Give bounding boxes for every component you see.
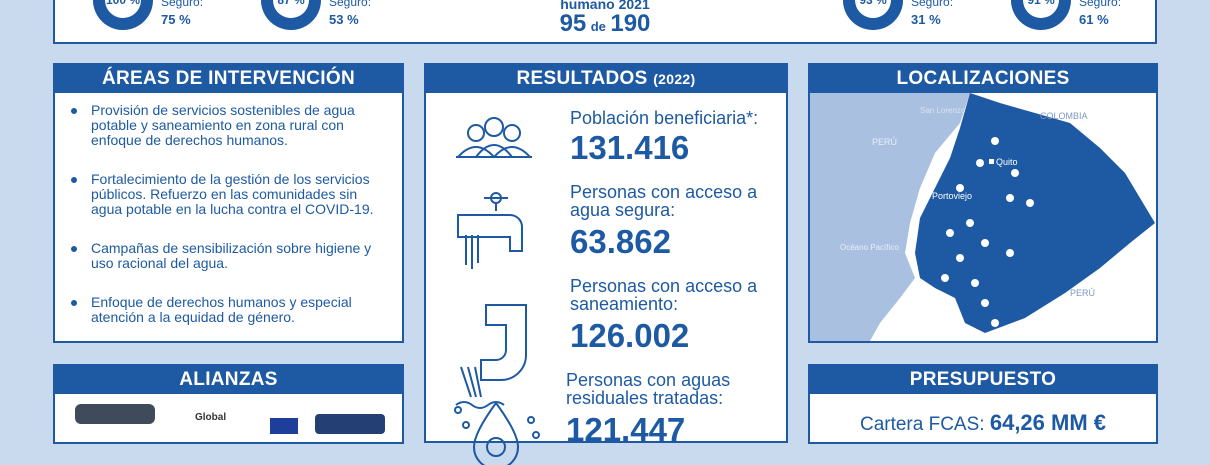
result-label: Personas con acceso a agua segura:	[570, 182, 758, 220]
ecuador	[915, 93, 1155, 333]
result-icons	[454, 117, 540, 465]
of: de	[590, 19, 606, 34]
top-panel: 100 % Seguro: 75 % 87 % Seguro: 53 % 93 % Segur…	[53, 0, 1157, 44]
logo-4	[315, 414, 385, 434]
map: San Lorenzo COLOMBIA PERÚ Quito Portoviejo Oc…	[810, 93, 1156, 341]
drop-icon	[454, 401, 540, 465]
result-label: Personas con aguas residuales tratadas:	[566, 370, 731, 408]
result-label: Personas con acceso a saneamiento:	[570, 276, 758, 314]
result-value: 131.416	[570, 129, 690, 166]
area-item: Campañas de sensibilización sobre higien…	[71, 241, 391, 271]
budget-panel: PRESUPUESTO Cartera FCAS: 64,26 MM €	[808, 364, 1158, 444]
logo-eu	[270, 418, 298, 434]
portoviejo-marker	[924, 193, 929, 198]
alliances-title: ALIANZAS	[55, 366, 402, 394]
donut-label: 100 %	[106, 0, 140, 7]
secure-value: 31 %	[911, 12, 941, 27]
secure-label: Seguro:	[1079, 0, 1121, 9]
people-icon	[456, 117, 532, 158]
results-year: (2022)	[653, 71, 696, 87]
areas-title: ÁREAS DE INTERVENCIÓN	[55, 65, 402, 93]
areas-panel: ÁREAS DE INTERVENCIÓN Provisión de servi…	[53, 63, 404, 343]
alliances-panel: ALIANZAS Global	[53, 364, 404, 444]
result-value: 121.447	[566, 411, 686, 448]
quito-marker	[989, 159, 994, 164]
budget-line: Cartera FCAS: 64,26 MM €	[810, 410, 1156, 436]
budget-title: PRESUPUESTO	[810, 366, 1156, 394]
map-label: San Lorenzo	[920, 106, 966, 115]
donut-arc	[1011, 0, 1071, 30]
map-label: Océano Pacífico	[840, 243, 899, 252]
donut-arc	[843, 0, 903, 30]
donut-arc	[93, 0, 153, 30]
donut-label: 93 %	[859, 0, 887, 7]
secure-label: Seguro:	[329, 0, 371, 9]
budget-label: Cartera FCAS:	[859, 414, 985, 435]
secure-value: 53 %	[329, 12, 359, 27]
results-title-text: RESULTADOS	[516, 68, 648, 89]
locations-panel: LOCALIZACIONES San Lorenzo COLOMBIA PERÚ Qu…	[808, 63, 1158, 343]
map-label: COLOMBIA	[1040, 111, 1088, 121]
donut-area: 100 % Seguro: 75 % 87 % Seguro: 53 % 93 % Segur…	[93, 0, 1121, 30]
result-label: Población beneficiaria*:	[570, 108, 759, 128]
results-title: RESULTADOS (2022)	[426, 65, 786, 93]
center-rank: 95 de 190	[515, 10, 695, 38]
result-value: 63.862	[570, 223, 671, 260]
donut-label: 87 %	[277, 0, 305, 7]
tap-icon	[457, 192, 523, 269]
results-panel: RESULTADOS (2022) Población beneficiaria…	[424, 63, 788, 465]
area-item: Provisión de servicios sostenibles de ag…	[71, 103, 391, 148]
map-label: PERÚ	[872, 137, 897, 147]
map-label: PERÚ	[1070, 288, 1095, 298]
map-label: Portoviejo	[932, 191, 972, 201]
logo-global: Global	[195, 412, 227, 423]
donut-label: 91 %	[1027, 0, 1055, 7]
total: 190	[610, 10, 651, 37]
pipe-icon	[455, 304, 527, 409]
page: { "top": { "donuts_left": [ {"percent": …	[53, 0, 1158, 465]
result-value: 126.002	[570, 317, 690, 354]
area-item: Fortalecimiento de la gestión de los ser…	[71, 172, 391, 217]
secure-label: Seguro:	[161, 0, 203, 9]
donut-arc	[261, 0, 321, 30]
area-item: Enfoque de derechos humanos y especial a…	[71, 295, 391, 325]
center-caption: humano 2021	[560, 0, 650, 12]
ocean	[810, 93, 970, 341]
logo-1	[75, 404, 155, 424]
map-label: Quito	[996, 157, 1018, 167]
secure-value: 75 %	[161, 12, 191, 27]
secure-label: Seguro:	[911, 0, 953, 9]
locations-title: LOCALIZACIONES	[810, 65, 1156, 93]
rank: 95	[559, 10, 587, 37]
drops	[941, 137, 1034, 327]
secure-value: 61 %	[1079, 12, 1109, 27]
